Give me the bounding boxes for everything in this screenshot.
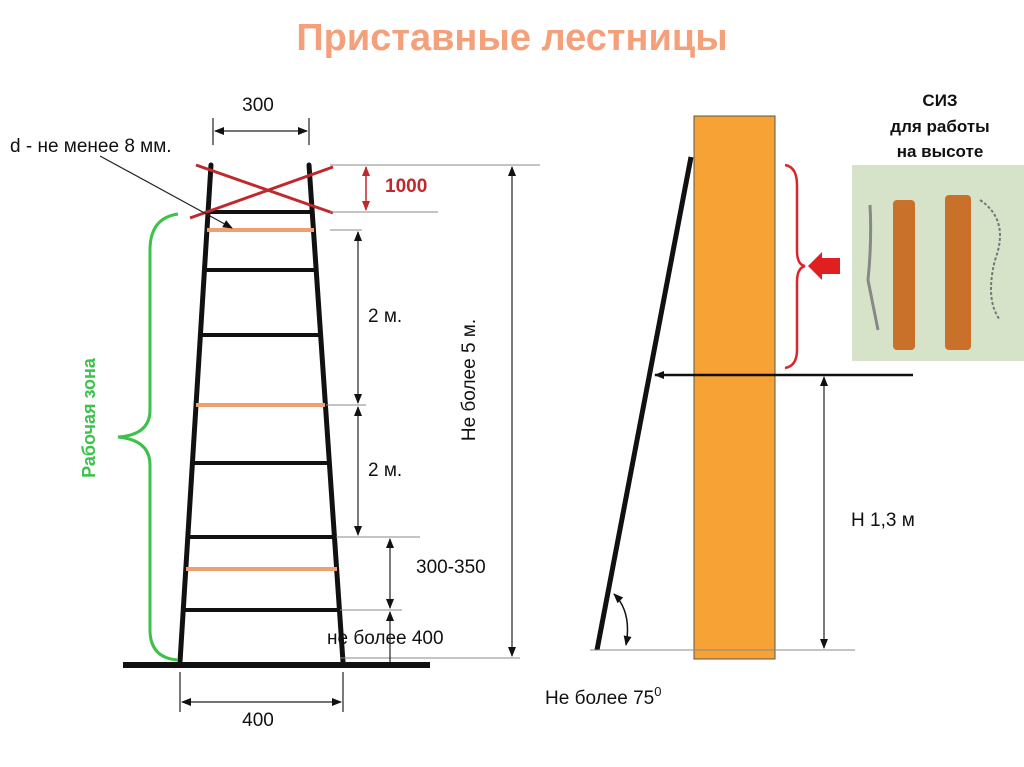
dim-label: 300: [242, 95, 274, 116]
ppe-label: СИЗ: [922, 91, 957, 110]
zone-brace: [784, 163, 806, 370]
cross: [195, 163, 334, 215]
belt: [893, 200, 915, 350]
note: d - не менее 8 мм.: [10, 136, 172, 157]
chain: [979, 199, 1001, 321]
dim-label: Н 1,3 м: [851, 510, 915, 531]
angle-text: Не более 75: [545, 688, 654, 709]
dim-label: 2 м.: [368, 460, 402, 481]
ladder-front: [123, 162, 430, 668]
work-zone-label: Рабочая зона: [79, 357, 99, 478]
wall-scheme: Н 1,3 м Не более 750 СИЗ для работы на в…: [545, 91, 1024, 709]
ladder-side: [594, 156, 694, 651]
wall: [693, 115, 776, 660]
strap: [866, 204, 880, 331]
ladder-dimensions: 300 d - не менее 8 мм. 1000 Не более 5 м…: [10, 95, 540, 731]
work-zone-brace: [117, 212, 179, 662]
left-rail: [177, 162, 214, 665]
dim-label: 1000: [385, 176, 427, 197]
right-rail: [306, 162, 346, 665]
leader: [99, 155, 233, 229]
pointer-arrow: [808, 252, 840, 280]
title: Приставные лестницы: [296, 17, 727, 59]
ppe-label: на высоте: [897, 142, 984, 161]
cross: [189, 165, 334, 220]
dim-label: 400: [242, 710, 274, 731]
ppe-label: для работы: [890, 117, 989, 136]
angle-label: Не более 750: [545, 684, 661, 709]
angle-unit: 0: [654, 684, 661, 699]
angle-arc: [613, 593, 632, 646]
ppe-photo: [852, 165, 1024, 361]
dim-label: Не более 5 м.: [459, 319, 480, 441]
dim-label: 2 м.: [368, 306, 402, 327]
dim-label: не более 400: [327, 628, 444, 649]
dim-label: 300-350: [416, 557, 486, 578]
belt: [945, 195, 971, 350]
